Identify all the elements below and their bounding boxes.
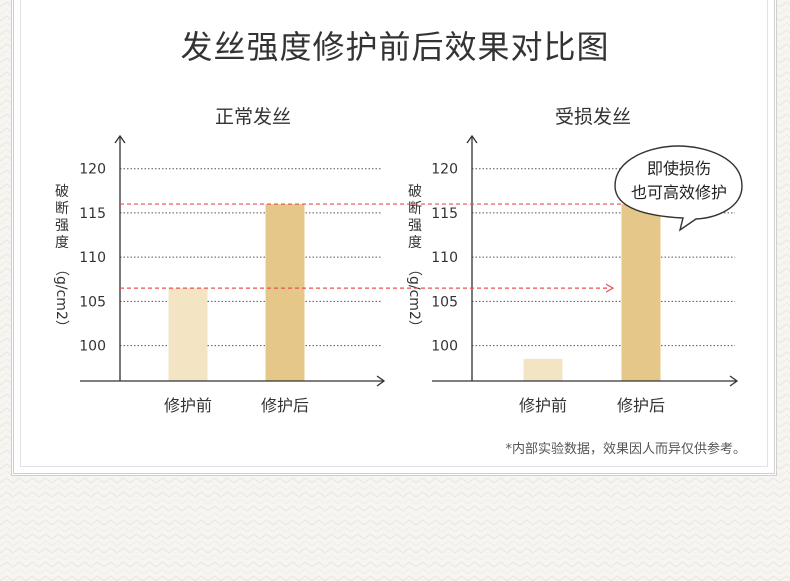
chart2-x-tick-label: 修护前 <box>519 396 567 415</box>
chart2-y-axis-label-char: 破 <box>408 184 422 200</box>
chart2-y-axis-label-unit: （g/cm2） <box>406 262 422 334</box>
annotation-line-2: 也可高效修护 <box>631 183 727 202</box>
chart1-bar-before <box>168 288 208 381</box>
chart1-y-tick-label: 100 <box>79 339 106 355</box>
chart1-x-axis-arrow <box>376 375 386 387</box>
chart1-y-tick-label: 120 <box>79 162 106 178</box>
chart2-y-tick-label: 105 <box>431 294 458 310</box>
chart1-y-tick-label: 110 <box>79 250 106 266</box>
chart1-x-tick-label: 修护前 <box>164 396 212 415</box>
chart2-y-tick-label: 115 <box>431 206 458 222</box>
chart2-y-axis-label-char: 度 <box>408 235 422 251</box>
chart1-x-tick-label: 修护后 <box>261 396 309 415</box>
chart2-title: 受损发丝 <box>555 106 631 128</box>
chart1-y-axis-label-char: 破 <box>55 184 69 200</box>
footnote: *内部实验数据，效果因人而异仅供参考。 <box>505 442 746 457</box>
chart1-bar-after <box>265 204 305 381</box>
chart1-y-axis-arrow <box>114 134 126 144</box>
chart2-y-axis-label-char: 强 <box>408 218 422 234</box>
annotation-line-1: 即使损伤 <box>647 159 711 178</box>
chart1-y-tick-label: 105 <box>79 294 106 310</box>
chart1-y-axis-label-char: 强 <box>55 218 69 234</box>
chart2-y-tick-label: 100 <box>431 339 458 355</box>
chart2-bar-before <box>523 358 563 381</box>
chart2-bar-after <box>621 204 661 381</box>
chart1-y-axis-label-char: 度 <box>55 235 69 251</box>
annotation-bubble <box>614 145 743 232</box>
chart1-y-axis-label-char: 断 <box>55 201 69 217</box>
chart2-x-axis-arrow <box>729 375 739 387</box>
chart2-y-tick-label: 110 <box>431 250 458 266</box>
page-title: 发丝强度修护前后效果对比图 <box>180 28 610 66</box>
chart1-y-tick-label: 115 <box>79 206 106 222</box>
chart2-y-tick-label: 120 <box>431 162 458 178</box>
chart1-y-axis-label-unit: （g/cm2） <box>53 262 69 334</box>
chart1-title: 正常发丝 <box>215 106 291 128</box>
chart2-x-tick-label: 修护后 <box>617 396 665 415</box>
reference-arrow-before <box>605 283 615 293</box>
chart2-y-axis-label-char: 断 <box>408 201 422 217</box>
chart2-y-axis-arrow <box>466 134 478 144</box>
